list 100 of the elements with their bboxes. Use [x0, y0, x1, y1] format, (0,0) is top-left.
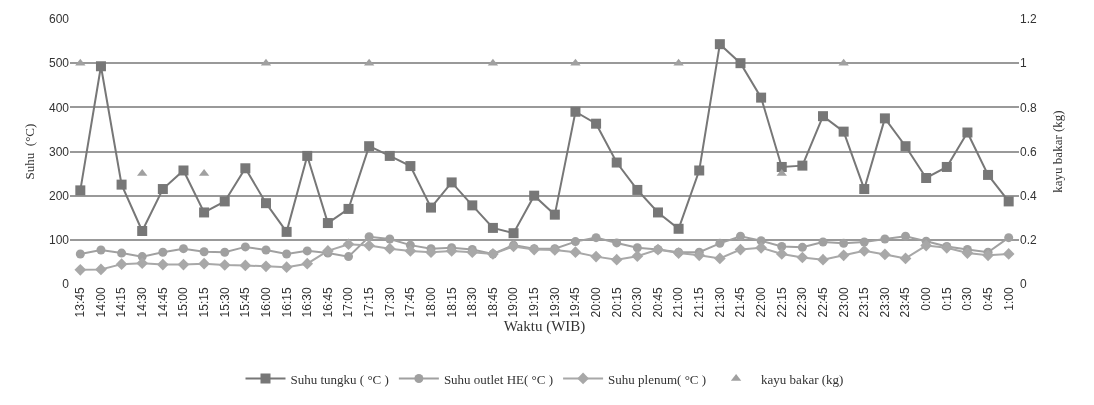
point [384, 150, 395, 161]
y2-tick-label: 0.6 [1020, 144, 1038, 159]
point [282, 249, 292, 259]
point [714, 252, 726, 265]
point [612, 238, 622, 248]
point [466, 246, 479, 259]
point [219, 196, 230, 207]
x-tick-label: 21:30 [712, 287, 727, 318]
x-tick-label: 14:00 [93, 287, 108, 318]
point [158, 247, 168, 257]
point [632, 243, 642, 253]
point [240, 163, 251, 174]
point [261, 245, 271, 255]
point [342, 238, 355, 251]
x-tick-label: 17:30 [382, 287, 397, 318]
point [858, 245, 871, 257]
x-tick-label: 18:15 [444, 287, 459, 318]
y2-axis-title: kayu bakar (kg) [1049, 110, 1065, 193]
point [260, 198, 271, 209]
point [198, 257, 210, 270]
point [859, 184, 870, 195]
point [240, 242, 250, 252]
x-tick-label: 16:45 [320, 287, 335, 318]
point [796, 251, 809, 264]
legend-label: Suhu plenum( °C ) [608, 371, 707, 387]
point [569, 246, 582, 259]
point [136, 257, 149, 270]
point [611, 157, 622, 168]
x-tick-label: 21:45 [733, 287, 748, 318]
y-tick-label: 0 [62, 277, 70, 292]
x-tick-label: 16:30 [300, 287, 315, 318]
point [879, 248, 891, 261]
point [467, 200, 478, 211]
point [260, 260, 272, 273]
x-tick-label: 21:00 [671, 287, 686, 318]
point [570, 106, 581, 117]
point [117, 248, 127, 258]
point [673, 223, 684, 234]
point [735, 58, 746, 69]
y-tick-label: 400 [48, 100, 70, 115]
y-tick-label: 500 [48, 56, 70, 71]
point [487, 222, 498, 233]
point [383, 242, 396, 255]
point [694, 165, 705, 176]
point [714, 39, 725, 50]
point [920, 239, 933, 252]
point [364, 141, 375, 152]
point [343, 203, 354, 214]
x-tick-label: 0:45 [980, 287, 995, 311]
point [775, 248, 788, 260]
point [693, 249, 706, 262]
point [1003, 196, 1014, 207]
point [715, 238, 725, 248]
y2-tick-label: 0.4 [1020, 188, 1038, 203]
y2-tick-label: 0.2 [1020, 233, 1038, 248]
x-axis-title: Waktu (WIB) [503, 318, 586, 336]
x-tick-label: 20:30 [630, 287, 645, 318]
x-tick-label: 16:15 [279, 287, 294, 318]
point [385, 234, 395, 244]
x-tick-label: 19:30 [547, 287, 562, 318]
point [96, 245, 106, 255]
x-tick-label: 0:00 [919, 287, 934, 311]
point [405, 161, 416, 172]
point [322, 218, 333, 229]
x-tick-label: 23:15 [857, 287, 872, 318]
point [220, 247, 230, 257]
point [921, 173, 932, 183]
point [570, 237, 580, 247]
y-tick-label: 100 [48, 233, 70, 248]
point [837, 249, 850, 262]
point [425, 246, 437, 259]
point [178, 165, 189, 176]
point [631, 250, 644, 263]
point [156, 258, 169, 271]
point [116, 179, 127, 190]
point [962, 127, 973, 138]
x-tick-label: 13:45 [73, 287, 88, 318]
point [756, 92, 767, 103]
x-tick-label: 20:00 [588, 287, 603, 318]
point [1002, 248, 1015, 260]
x-tick-label: 16:00 [258, 287, 273, 318]
point [363, 239, 375, 252]
x-tick-label: 23:00 [836, 287, 851, 318]
x-tick-label: 17:00 [341, 287, 356, 318]
point [817, 253, 829, 266]
x-tick-label: 15:45 [238, 287, 253, 318]
point [591, 233, 601, 243]
point [880, 234, 890, 244]
point [137, 226, 148, 236]
x-tick-label: 22:30 [795, 287, 810, 318]
point [983, 169, 994, 180]
point [404, 245, 417, 257]
point [157, 184, 168, 195]
point [529, 190, 540, 201]
legend-label: kayu bakar (kg) [761, 371, 844, 387]
point [899, 252, 912, 265]
point [591, 118, 602, 129]
point [776, 161, 787, 172]
point [75, 249, 85, 259]
x-tick-label: 15:00 [176, 287, 191, 318]
